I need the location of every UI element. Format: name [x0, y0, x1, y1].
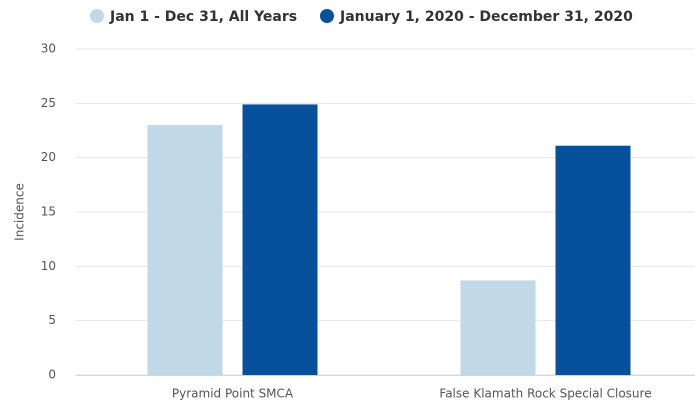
x-tick-label: Pyramid Point SMCA: [172, 387, 294, 401]
y-tick-label: 10: [41, 259, 56, 273]
bar: [555, 145, 631, 375]
y-axis-label: Incidence: [13, 183, 27, 241]
y-tick-label: 30: [41, 42, 56, 56]
x-tick-label: False Klamath Rock Special Closure: [439, 387, 651, 401]
legend-label: January 1, 2020 - December 31, 2020: [339, 9, 633, 25]
legend-label: Jan 1 - Dec 31, All Years: [109, 9, 297, 25]
bar: [460, 280, 536, 375]
bar: [242, 104, 318, 376]
legend-marker: [90, 9, 104, 23]
y-tick-label: 15: [41, 205, 56, 219]
y-tick-label: 0: [48, 368, 56, 382]
y-tick-label: 25: [41, 96, 56, 110]
bar: [147, 125, 223, 375]
legend-marker: [320, 9, 334, 23]
y-tick-label: 5: [48, 313, 56, 327]
y-tick-label: 20: [41, 150, 56, 164]
